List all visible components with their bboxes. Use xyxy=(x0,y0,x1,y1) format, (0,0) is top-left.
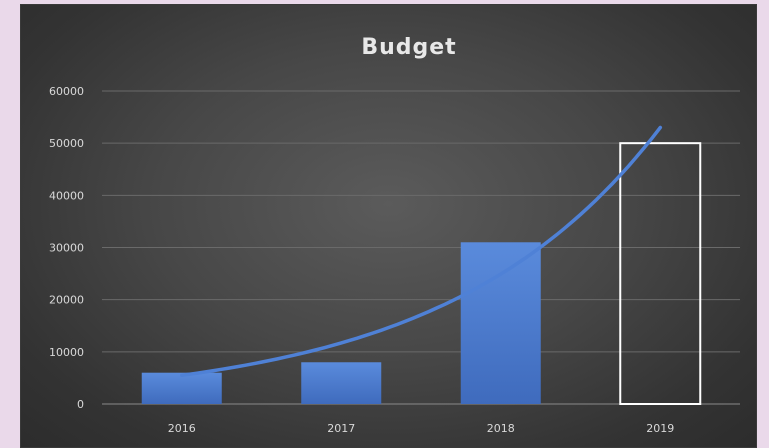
y-tick-label: 0 xyxy=(77,398,84,411)
y-tick-label: 20000 xyxy=(49,294,84,307)
x-axis-ticks: 2016 2017 2018 2019 xyxy=(168,422,675,435)
chart-frame: Budget 0 10000 20000 30000 40000 50000 60000 2… xyxy=(20,4,757,448)
bars xyxy=(141,142,702,406)
bar-2018 xyxy=(460,242,541,404)
y-axis-ticks: 0 10000 20000 30000 40000 50000 60000 xyxy=(49,85,84,411)
y-tick-label: 40000 xyxy=(49,189,84,202)
bar-2016 xyxy=(141,372,222,404)
trendline-layer xyxy=(180,125,663,378)
x-tick-label: 2017 xyxy=(327,422,355,435)
bar-2019 xyxy=(619,142,702,406)
trendline xyxy=(180,125,663,378)
bar-2017 xyxy=(301,362,382,404)
budget-chart: Budget 0 10000 20000 30000 40000 50000 60000 2… xyxy=(49,35,740,435)
x-tick-label: 2019 xyxy=(646,422,674,435)
x-tick-label: 2016 xyxy=(168,422,196,435)
y-tick-label: 60000 xyxy=(49,85,84,98)
x-tick-label: 2018 xyxy=(487,422,515,435)
y-tick-label: 50000 xyxy=(49,137,84,150)
y-tick-label: 30000 xyxy=(49,242,84,255)
y-tick-label: 10000 xyxy=(49,346,84,359)
gridlines xyxy=(102,90,740,405)
chart-title: Budget xyxy=(361,35,456,60)
